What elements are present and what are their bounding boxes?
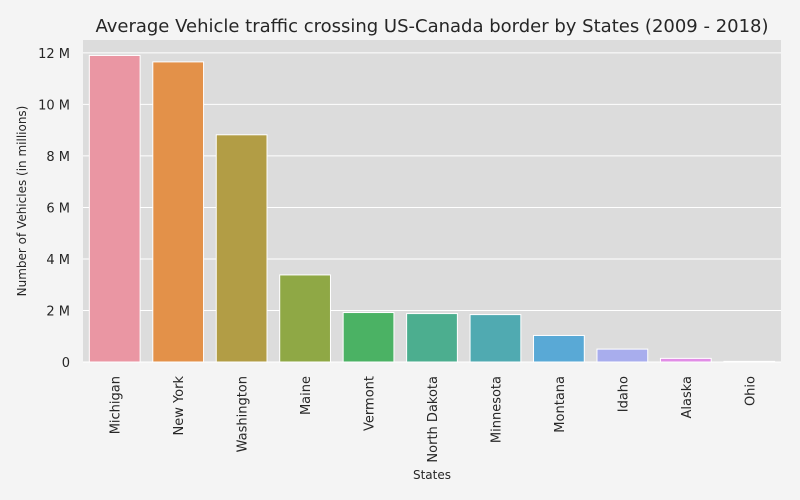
x-tick-label: Idaho	[616, 376, 631, 412]
x-tick-label: Ohio	[743, 376, 758, 406]
x-tick-label: North Dakota	[426, 376, 441, 463]
y-tick-label: 6 M	[46, 201, 70, 216]
bar-washington	[215, 134, 268, 363]
y-tick-label: 2 M	[46, 304, 70, 319]
y-tick-label: 8 M	[46, 150, 70, 165]
bar-ohio	[723, 360, 776, 363]
chart-title: Average Vehicle traffic crossing US-Cana…	[95, 16, 768, 37]
bar-vermont	[342, 312, 395, 363]
bar-new-york	[152, 61, 205, 363]
bars	[88, 54, 776, 363]
x-tick-label: Vermont	[363, 376, 378, 431]
y-tick-label: 0	[62, 356, 70, 371]
x-tick-label: New York	[172, 376, 187, 436]
x-tick-label: Washington	[236, 376, 251, 452]
x-tick-label: Montana	[553, 376, 568, 433]
x-tick-label: Michigan	[109, 376, 124, 434]
bar-montana	[533, 334, 585, 363]
y-tick-label: 4 M	[46, 253, 70, 268]
y-tick-label: 10 M	[38, 98, 70, 113]
y-axis-ticks: 0 2 M 4 M 6 M 8 M 10 M 12 M	[38, 47, 70, 371]
bar-maine	[279, 274, 331, 363]
bar-minnesota	[469, 314, 522, 363]
x-axis-ticks: Michigan New York Washington Maine Vermont No…	[109, 376, 759, 463]
bar-north-dakota	[406, 313, 458, 363]
x-axis-label: States	[413, 468, 451, 482]
bar-idaho	[596, 348, 649, 363]
x-tick-label: Maine	[299, 376, 314, 415]
y-axis-label: Number of Vehicles (in millions)	[15, 106, 29, 297]
x-tick-label: Alaska	[680, 376, 695, 419]
x-tick-label: Minnesota	[489, 376, 504, 443]
bar-alaska	[659, 357, 712, 363]
y-tick-label: 12 M	[38, 47, 70, 62]
bar-michigan	[88, 54, 141, 363]
